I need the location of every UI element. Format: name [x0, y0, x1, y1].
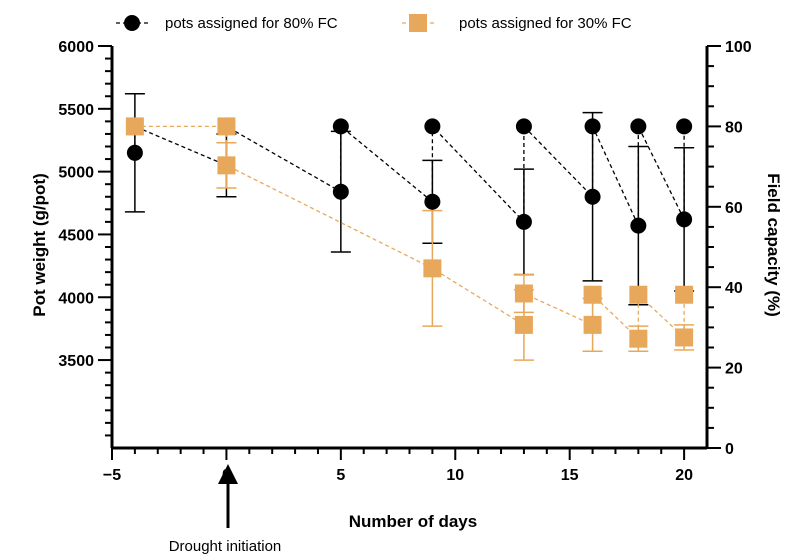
data-point: [584, 118, 601, 135]
legend-item-1: pots assigned for 30% FC: [402, 14, 632, 32]
series-line: [134, 125, 685, 341]
y-axis-right-title: Field capacity (%): [764, 173, 783, 317]
y-axis-title: Pot weight (g/pot): [30, 173, 49, 317]
y-right-tick-label: 60: [725, 200, 743, 217]
x-tick-label: 15: [561, 467, 579, 484]
data-point: [424, 193, 441, 210]
legend-marker: [409, 14, 427, 32]
data-point: [630, 118, 647, 135]
data-point: [125, 117, 144, 136]
legend-label: pots assigned for 80% FC: [165, 15, 338, 32]
y-tick-label: 6000: [58, 39, 94, 56]
legend-marker: [124, 15, 140, 31]
legend-label: pots assigned for 30% FC: [459, 15, 632, 32]
data-point: [332, 183, 349, 200]
series-layer: [124, 92, 695, 361]
y-tick-label: 5500: [58, 102, 94, 119]
data-point: [514, 284, 533, 303]
y-tick-label: 5000: [58, 165, 94, 182]
x-tick-label: 10: [446, 467, 464, 484]
data-point: [583, 315, 602, 334]
data-point: [424, 118, 441, 135]
data-point: [423, 259, 442, 278]
data-point: [514, 315, 533, 334]
y-right-tick-label: 0: [725, 441, 734, 458]
legend: pots assigned for 80% FC pots assigned fo…: [116, 14, 632, 32]
y-right-tick-label: 80: [725, 119, 743, 136]
annotation-label: Drought initiation: [169, 538, 282, 555]
series-0: [124, 92, 695, 306]
data-point: [515, 118, 532, 135]
data-point: [630, 217, 647, 234]
data-point: [515, 213, 532, 230]
data-point: [217, 117, 236, 136]
series-line: [134, 124, 685, 226]
y-right-tick-label: 100: [725, 39, 752, 56]
data-point: [675, 328, 694, 347]
data-point: [583, 285, 602, 304]
legend-item-0: pots assigned for 80% FC: [116, 15, 338, 32]
x-tick-label: 20: [675, 467, 693, 484]
data-point: [126, 144, 143, 161]
data-point: [675, 285, 694, 304]
data-point: [676, 211, 693, 228]
data-point: [629, 329, 648, 348]
data-point: [584, 188, 601, 205]
y-right-tick-label: 40: [725, 280, 743, 297]
y-tick-label: 3500: [58, 353, 94, 370]
arrow-head-icon: [218, 464, 238, 484]
data-point: [332, 118, 349, 135]
y-right-tick-label: 20: [725, 361, 743, 378]
x-tick-label: 5: [336, 467, 345, 484]
x-axis-title: Number of days: [349, 512, 477, 531]
data-point: [217, 156, 236, 175]
axes: 350040004500500055006000020406080100−505…: [58, 39, 751, 484]
drought-initiation-annotation: Drought initiation: [169, 464, 282, 555]
y-tick-label: 4000: [58, 290, 94, 307]
y-tick-label: 4500: [58, 227, 94, 244]
x-tick-label: −5: [103, 467, 121, 484]
data-point: [629, 285, 648, 304]
series-1: [125, 117, 695, 361]
data-point: [676, 118, 693, 135]
